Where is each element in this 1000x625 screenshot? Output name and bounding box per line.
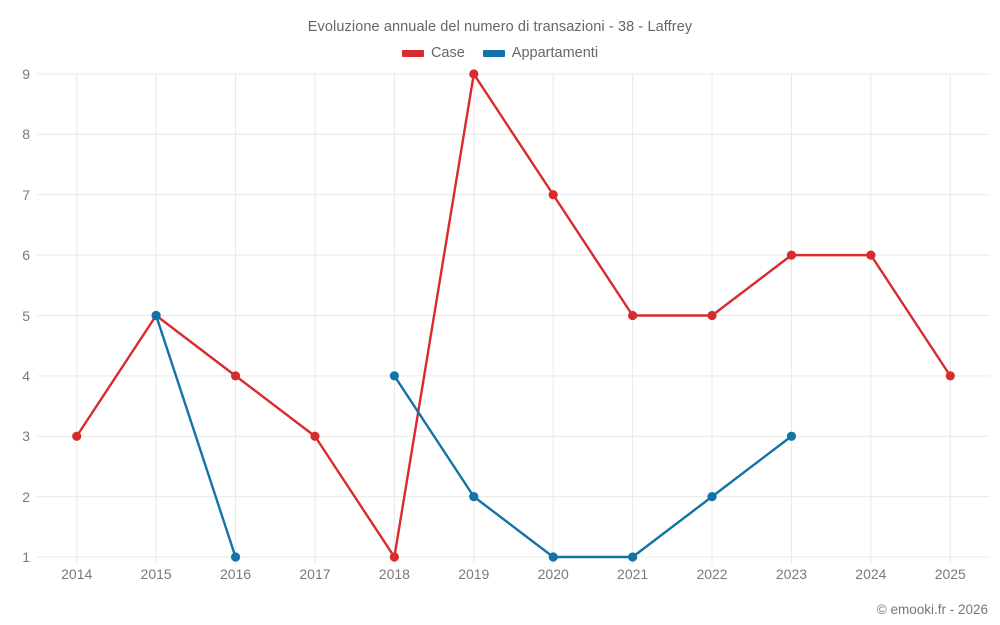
data-point-marker[interactable] — [310, 431, 320, 441]
data-point-marker[interactable] — [469, 69, 479, 79]
x-axis-tick-label: 2019 — [458, 566, 490, 582]
legend-label: Appartamenti — [511, 45, 599, 61]
x-axis-tick-label: 2025 — [934, 566, 966, 582]
x-axis-tick-label: 2014 — [61, 566, 93, 582]
chart-legend: Case Appartamenti — [0, 45, 1000, 61]
y-axis-tick-label: 4 — [22, 367, 30, 384]
data-point-marker[interactable] — [389, 371, 399, 381]
footer-credit: © emooki.fr - 2026 — [876, 602, 988, 617]
data-point-marker[interactable] — [389, 552, 399, 562]
y-axis-tick-label: 8 — [22, 126, 30, 143]
y-axis-tick-label: 2 — [22, 488, 30, 505]
y-axis-tick-label: 1 — [22, 549, 30, 565]
legend-item-case[interactable]: Case — [401, 45, 465, 61]
data-point-marker[interactable] — [786, 431, 797, 441]
data-point-marker[interactable] — [628, 552, 638, 562]
y-axis-tick-label: 3 — [22, 428, 30, 445]
x-axis-tick-label: 2015 — [140, 566, 172, 582]
data-point-marker[interactable] — [548, 552, 558, 562]
series-line-appartamenti — [393, 374, 793, 559]
data-point-marker[interactable] — [945, 371, 955, 381]
data-point-marker[interactable] — [469, 492, 479, 502]
series-line-case — [75, 72, 952, 559]
data-point-marker[interactable] — [230, 552, 241, 562]
data-point-marker[interactable] — [866, 250, 876, 260]
data-point-marker[interactable] — [786, 250, 797, 260]
data-point-marker[interactable] — [628, 310, 638, 321]
x-axis-tick-label: 2022 — [696, 566, 728, 582]
x-axis-tick-label: 2017 — [299, 566, 331, 582]
x-axis-tick-label: 2016 — [219, 566, 252, 582]
legend-item-appartamenti[interactable]: Appartamenti — [482, 45, 599, 61]
x-axis-tick-label: 2020 — [537, 566, 569, 582]
data-point-marker[interactable] — [230, 371, 241, 381]
x-axis-tick-label: 2021 — [617, 566, 649, 582]
legend-swatch-icon — [401, 49, 424, 57]
y-axis-tick-label: 9 — [22, 66, 30, 82]
y-axis-tick-label: 7 — [22, 186, 30, 203]
y-axis-tick-label: 6 — [22, 247, 30, 264]
chart-title: Evoluzione annuale del numero di transaz… — [307, 19, 693, 35]
y-axis-tick-label: 5 — [22, 307, 30, 324]
data-point-marker[interactable] — [707, 310, 717, 321]
x-axis-tick-label: 2018 — [378, 566, 410, 582]
x-axis-tick-label: 2023 — [775, 566, 808, 582]
x-axis-tick-label: 2024 — [855, 566, 887, 582]
legend-label: Case — [430, 45, 465, 61]
data-point-marker[interactable] — [151, 310, 161, 321]
data-point-marker[interactable] — [707, 492, 717, 502]
legend-swatch-icon — [482, 49, 505, 57]
series-line-appartamenti — [154, 314, 237, 559]
data-point-marker[interactable] — [548, 190, 558, 200]
data-point-marker[interactable] — [72, 431, 82, 441]
